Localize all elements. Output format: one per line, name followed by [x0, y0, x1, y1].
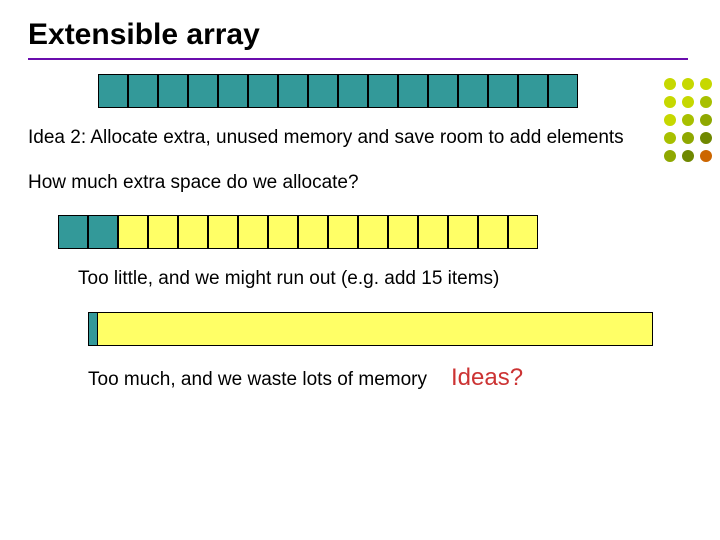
deco-dot [664, 78, 676, 90]
idea-text: Idea 2: Allocate extra, unused memory an… [28, 126, 692, 151]
slide-title: Extensible array [28, 18, 692, 52]
array-cell [418, 215, 448, 249]
array-cell [188, 74, 218, 108]
deco-dot [682, 132, 694, 144]
array-cell [128, 74, 158, 108]
title-underline [28, 58, 688, 60]
deco-dot [700, 96, 712, 108]
array-cell [448, 215, 478, 249]
ideas-prompt: Ideas? [451, 364, 523, 392]
array-cell [458, 74, 488, 108]
deco-dot [700, 114, 712, 126]
array-diagram-full [98, 74, 692, 108]
array-cell [278, 74, 308, 108]
array-cell [148, 215, 178, 249]
array-cell [238, 215, 268, 249]
deco-dot [682, 114, 694, 126]
array-cell [328, 215, 358, 249]
array-cell [218, 74, 248, 108]
array-cell [548, 74, 578, 108]
array-cell [98, 74, 128, 108]
array-cell [308, 74, 338, 108]
deco-dot [664, 132, 676, 144]
array-cell [88, 215, 118, 249]
decorative-dots [664, 78, 712, 162]
array-cell [58, 215, 88, 249]
array-extra-space [98, 312, 653, 346]
deco-dot [664, 150, 676, 162]
array-cell [368, 74, 398, 108]
deco-dot [664, 114, 676, 126]
array-cell [268, 215, 298, 249]
array-cell [208, 215, 238, 249]
array-cell [338, 74, 368, 108]
too-much-text: Too much, and we waste lots of memory [88, 368, 427, 393]
array-cell [248, 74, 278, 108]
array-cell [398, 74, 428, 108]
array-cell [88, 312, 98, 346]
deco-dot [700, 78, 712, 90]
array-cell [488, 74, 518, 108]
array-cell [158, 74, 188, 108]
array-cell [428, 74, 458, 108]
deco-dot [700, 150, 712, 162]
deco-dot [700, 132, 712, 144]
question-text: How much extra space do we allocate? [28, 171, 692, 196]
array-cell [518, 74, 548, 108]
array-cell [388, 215, 418, 249]
array-cell [478, 215, 508, 249]
array-cell [508, 215, 538, 249]
too-little-text: Too little, and we might run out (e.g. a… [78, 267, 692, 292]
deco-dot [664, 96, 676, 108]
array-cell [358, 215, 388, 249]
slide-container: Extensible array Idea 2: Allocate extra,… [0, 0, 720, 540]
deco-dot [682, 96, 694, 108]
array-cell [178, 215, 208, 249]
array-cell [298, 215, 328, 249]
deco-dot [682, 78, 694, 90]
array-cell [118, 215, 148, 249]
array-diagram-large-extra [88, 312, 692, 346]
deco-dot [682, 150, 694, 162]
array-diagram-small-extra [58, 215, 692, 249]
